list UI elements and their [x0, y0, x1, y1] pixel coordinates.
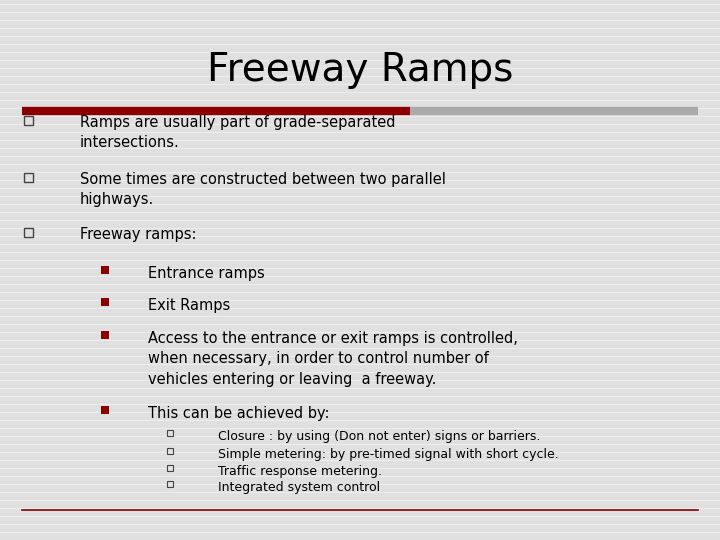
Bar	[101, 331, 109, 339]
Text: Traffic response metering.: Traffic response metering.	[210, 465, 382, 478]
Text: Exit Ramps: Exit Ramps	[148, 298, 230, 313]
Text: Access to the entrance or exit ramps is controlled,
when necessary, in order to : Access to the entrance or exit ramps is …	[148, 331, 518, 387]
Bar	[101, 266, 109, 274]
Bar	[167, 465, 173, 471]
Bar	[167, 430, 173, 436]
Text: Freeway ramps:: Freeway ramps:	[80, 227, 197, 242]
Text: Closure : by using (Don not enter) signs or barriers.: Closure : by using (Don not enter) signs…	[210, 430, 541, 443]
Bar	[24, 116, 32, 125]
Text: Entrance ramps: Entrance ramps	[148, 266, 265, 281]
Bar	[167, 448, 173, 454]
Bar	[101, 298, 109, 306]
Bar	[167, 481, 173, 487]
Text: Ramps are usually part of grade-separated
intersections.: Ramps are usually part of grade-separate…	[80, 115, 395, 151]
Text: Simple metering: by pre-timed signal with short cycle.: Simple metering: by pre-timed signal wit…	[210, 448, 559, 461]
Bar	[24, 172, 32, 181]
Bar	[101, 406, 109, 414]
Text: This can be achieved by:: This can be achieved by:	[148, 406, 330, 421]
Text: Integrated system control: Integrated system control	[210, 481, 380, 494]
Bar	[24, 227, 32, 237]
Text: Some times are constructed between two parallel
highways.: Some times are constructed between two p…	[80, 172, 446, 207]
Text: Freeway Ramps: Freeway Ramps	[207, 51, 513, 89]
